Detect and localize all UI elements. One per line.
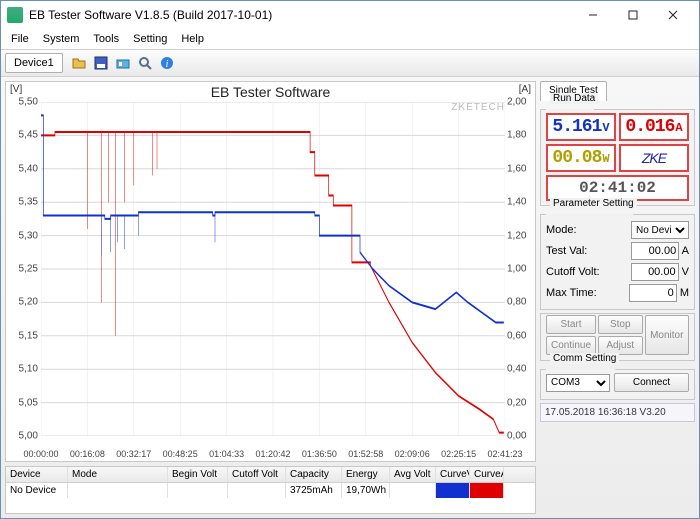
- settings-icon[interactable]: [113, 53, 133, 73]
- testval-input[interactable]: [631, 242, 679, 260]
- table-cell: [68, 483, 168, 498]
- power-value: 00.08: [552, 148, 601, 168]
- minimize-button[interactable]: [573, 3, 613, 27]
- menu-system[interactable]: System: [37, 31, 86, 47]
- power-unit: W: [602, 152, 609, 166]
- maximize-button[interactable]: [613, 3, 653, 27]
- testval-unit: A: [682, 245, 689, 257]
- menu-bar: File System Tools Setting Help: [1, 29, 699, 49]
- monitor-button[interactable]: Monitor: [645, 315, 689, 355]
- status-bar: 17.05.2018 16:36:18 V3.20: [540, 403, 695, 422]
- table-header: CurveV: [436, 467, 470, 482]
- stop-button[interactable]: Stop: [598, 315, 642, 334]
- table-header: Cutoff Volt: [228, 467, 286, 482]
- info-icon[interactable]: i: [157, 53, 177, 73]
- connect-button[interactable]: Connect: [614, 373, 689, 392]
- table-header: Mode: [68, 467, 168, 482]
- zke-logo: ZKE: [619, 144, 689, 172]
- mode-select[interactable]: No Devic: [631, 221, 689, 239]
- parameter-title: Parameter Setting: [550, 198, 637, 209]
- table-header: Device: [6, 467, 68, 482]
- voltage-display: 5.161 V: [546, 113, 616, 141]
- cutoff-input[interactable]: [631, 263, 679, 281]
- maxtime-label: Max Time:: [546, 287, 597, 299]
- table-header: Avg Volt: [390, 467, 436, 482]
- title-bar: EB Tester Software V1.8.5 (Build 2017-10…: [1, 1, 699, 29]
- maxtime-input[interactable]: [629, 284, 677, 302]
- comm-title: Comm Setting: [550, 353, 619, 364]
- maxtime-unit: M: [680, 287, 689, 299]
- y-right-label: [A]: [519, 84, 531, 95]
- chart-area: [V] EB Tester Software [A] ZKETECH 5,505…: [5, 81, 536, 462]
- table-cell: [436, 483, 470, 498]
- power-display: 00.08 W: [546, 144, 616, 172]
- run-data-title: Run Data: [550, 93, 598, 104]
- app-icon: [7, 7, 23, 23]
- testval-label: Test Val:: [546, 245, 587, 257]
- table-header: Begin Volt: [168, 467, 228, 482]
- table-cell: [390, 483, 436, 498]
- menu-tools[interactable]: Tools: [87, 31, 125, 47]
- toolbar: Device1 i: [1, 49, 699, 77]
- table-cell: [228, 483, 286, 498]
- start-button[interactable]: Start: [546, 315, 596, 334]
- svg-text:i: i: [165, 59, 168, 70]
- data-table: DeviceModeBegin VoltCutoff VoltCapacityE…: [5, 466, 536, 514]
- time-value: 02:41:02: [579, 179, 656, 197]
- menu-help[interactable]: Help: [175, 31, 210, 47]
- y-left-label: [V]: [10, 84, 22, 95]
- table-header: CurveA: [470, 467, 504, 482]
- cutoff-unit: V: [682, 266, 689, 278]
- comm-panel: Comm Setting COM3 Connect: [540, 364, 695, 400]
- com-port-select[interactable]: COM3: [546, 374, 610, 392]
- table-header: Capacity: [286, 467, 342, 482]
- menu-file[interactable]: File: [5, 31, 35, 47]
- run-data-panel: Run Data 5.161 V 0.016 A 00.08 W ZKE: [540, 104, 695, 206]
- plot: [41, 102, 505, 436]
- close-button[interactable]: [653, 3, 693, 27]
- voltage-unit: V: [602, 121, 609, 135]
- table-cell: 3725mAh: [286, 483, 342, 498]
- open-icon[interactable]: [69, 53, 89, 73]
- device-tab[interactable]: Device1: [5, 53, 63, 73]
- window-title: EB Tester Software V1.8.5 (Build 2017-10…: [29, 8, 573, 22]
- voltage-value: 5.161: [552, 117, 601, 137]
- table-cell: [168, 483, 228, 498]
- table-cell: 19,70Wh: [342, 483, 390, 498]
- current-value: 0.016: [625, 117, 674, 137]
- chart-title: EB Tester Software: [211, 84, 331, 100]
- zoom-icon[interactable]: [135, 53, 155, 73]
- mode-label: Mode:: [546, 224, 577, 236]
- table-cell: [470, 483, 504, 498]
- table-cell: No Device: [6, 483, 68, 498]
- cutoff-label: Cutoff Volt:: [546, 266, 600, 278]
- table-header: Energy: [342, 467, 390, 482]
- current-unit: A: [675, 121, 682, 135]
- current-display: 0.016 A: [619, 113, 689, 141]
- save-icon[interactable]: [91, 53, 111, 73]
- parameter-panel: Parameter Setting Mode: No Devic Test Va…: [540, 209, 695, 310]
- menu-setting[interactable]: Setting: [127, 31, 173, 47]
